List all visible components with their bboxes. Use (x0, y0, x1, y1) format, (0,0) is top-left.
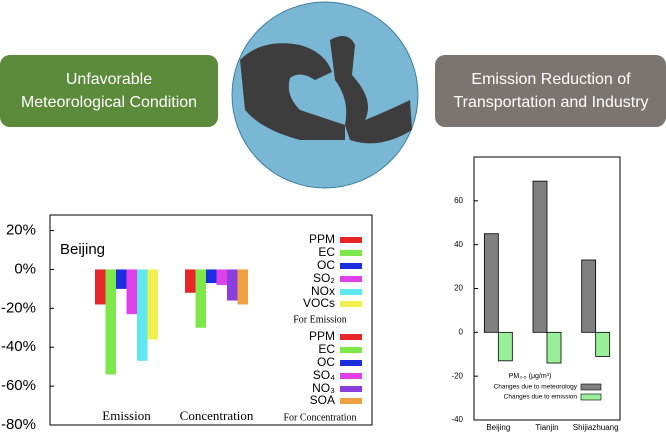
legend-label: Changes due to meteorology (494, 384, 578, 391)
label-text: Transportation and Industry (453, 94, 648, 111)
legend-swatch (340, 386, 362, 392)
label-text: Emission Reduction of (471, 71, 631, 88)
bar (206, 269, 217, 284)
legend-title: For Emission (293, 314, 347, 325)
x-tick-label: Shijiazhuang (573, 423, 619, 432)
legend-label: VOCs (303, 296, 335, 310)
legend-swatch (340, 250, 362, 256)
legend-label: NO₃ (312, 381, 335, 395)
bar (581, 259, 597, 333)
bar (227, 269, 238, 301)
bar (595, 331, 611, 357)
legend-title: PM₂.₅ (μg/m³) (509, 373, 552, 380)
y-tick-label: 60 (454, 196, 463, 205)
legend-swatch (340, 360, 362, 366)
legend-swatch (340, 289, 362, 295)
label-text: Unfavorable (66, 71, 152, 88)
bar (497, 331, 513, 362)
y-tick-label: -20% (1, 299, 36, 316)
y-tick-label: -60% (1, 377, 36, 394)
bar (116, 269, 127, 289)
legend-swatch (340, 398, 362, 404)
x-tick-label: Emission (102, 408, 151, 423)
legend-swatch (580, 383, 602, 391)
y-tick-label: -20 (451, 371, 463, 380)
legend-swatch (340, 263, 362, 269)
chart-title: Beijing (60, 241, 105, 258)
legend-label: OC (317, 355, 335, 369)
y-tick-label: -80% (1, 416, 36, 433)
legend-label: SOA (310, 393, 335, 407)
legend-swatch (340, 373, 362, 379)
y-tick-label: 20% (6, 222, 36, 239)
y-tick-label: 0 (459, 327, 464, 336)
legend-label: OC (317, 258, 335, 272)
bar (137, 269, 148, 361)
label-box (0, 55, 218, 127)
bar (147, 269, 158, 340)
legend-swatch (340, 347, 362, 353)
y-tick-label: -40 (451, 415, 463, 424)
legend-label: PPM (309, 329, 335, 343)
plot-frame (49, 214, 373, 426)
y-tick-label: 40 (454, 240, 463, 249)
bar (126, 269, 137, 315)
y-tick-label: -40% (1, 338, 36, 355)
charts: 20%0%-20%-40%-60%-80%BeijingEmissionPPME… (1, 156, 621, 433)
bar (185, 269, 196, 293)
bar (105, 269, 116, 375)
bar (483, 233, 499, 333)
bar (95, 269, 106, 305)
legend-swatch (340, 237, 362, 243)
bar (216, 269, 227, 285)
bar (546, 331, 562, 364)
x-tick-label: Tianjin (535, 423, 558, 432)
legend-label: SO₄ (313, 368, 335, 382)
legend-swatch (340, 301, 362, 307)
label-text: Meteorological Condition (21, 94, 197, 111)
legend-label: Changes due to emission (504, 394, 578, 401)
legend-label: EC (318, 245, 335, 259)
x-tick-label: Beijing (486, 423, 510, 432)
y-tick-label: 20 (454, 284, 463, 293)
arm-wrestling-icon (231, 1, 419, 189)
x-tick-label: Concentration (180, 408, 254, 423)
legend-label: SO₂ (313, 271, 335, 285)
legend-swatch (580, 393, 602, 401)
bar (532, 180, 548, 333)
legend-swatch (340, 334, 362, 340)
bar (237, 269, 248, 305)
legend-label: PPM (309, 232, 335, 246)
legend-label: EC (318, 342, 335, 356)
y-tick-label: 0% (14, 260, 36, 277)
legend-label: NOx (311, 284, 335, 298)
label-box (435, 55, 666, 127)
legend-title: For Concentration (283, 412, 356, 423)
bar (195, 269, 206, 328)
legend-swatch (340, 276, 362, 282)
